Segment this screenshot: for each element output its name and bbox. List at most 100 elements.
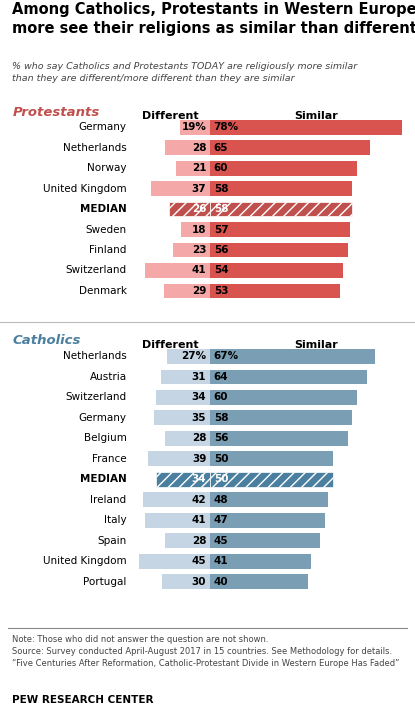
- Text: 57: 57: [214, 225, 228, 235]
- FancyBboxPatch shape: [210, 222, 350, 237]
- FancyBboxPatch shape: [145, 513, 210, 528]
- Text: 40: 40: [214, 576, 228, 586]
- Text: 37: 37: [192, 184, 206, 194]
- Text: 27%: 27%: [181, 352, 206, 362]
- FancyBboxPatch shape: [180, 120, 210, 134]
- Text: 28: 28: [192, 433, 206, 443]
- Text: 42: 42: [192, 495, 206, 505]
- FancyBboxPatch shape: [210, 370, 367, 384]
- Text: 50: 50: [214, 474, 228, 484]
- FancyBboxPatch shape: [154, 410, 210, 425]
- Text: 23: 23: [192, 245, 206, 255]
- Text: 41: 41: [192, 265, 206, 275]
- Text: 45: 45: [192, 556, 206, 566]
- Text: 48: 48: [214, 495, 228, 505]
- FancyBboxPatch shape: [181, 222, 210, 237]
- Text: 50: 50: [214, 454, 228, 464]
- Text: Germany: Germany: [78, 413, 127, 423]
- Text: 21: 21: [192, 163, 206, 173]
- Text: Denmark: Denmark: [78, 286, 127, 296]
- Text: Catholics: Catholics: [12, 334, 81, 347]
- Text: MEDIAN: MEDIAN: [80, 204, 127, 214]
- FancyBboxPatch shape: [173, 242, 210, 257]
- FancyBboxPatch shape: [210, 263, 343, 278]
- Text: 56: 56: [214, 433, 228, 443]
- Text: 41: 41: [214, 556, 228, 566]
- FancyBboxPatch shape: [156, 472, 210, 487]
- Text: 64: 64: [214, 372, 228, 382]
- Text: Portugal: Portugal: [83, 576, 127, 586]
- FancyBboxPatch shape: [210, 161, 357, 175]
- FancyBboxPatch shape: [166, 533, 210, 548]
- FancyBboxPatch shape: [145, 263, 210, 278]
- Text: 58: 58: [214, 184, 228, 194]
- FancyBboxPatch shape: [168, 202, 210, 217]
- FancyBboxPatch shape: [210, 140, 370, 155]
- Text: 47: 47: [214, 516, 229, 526]
- Text: Belgium: Belgium: [84, 433, 127, 443]
- FancyBboxPatch shape: [148, 451, 210, 466]
- FancyBboxPatch shape: [143, 493, 210, 507]
- Text: 56: 56: [214, 245, 228, 255]
- FancyBboxPatch shape: [210, 181, 352, 196]
- Text: Netherlands: Netherlands: [63, 352, 127, 362]
- Text: United Kingdom: United Kingdom: [43, 184, 127, 194]
- Text: Norway: Norway: [87, 163, 127, 173]
- FancyBboxPatch shape: [210, 284, 340, 298]
- Text: Ireland: Ireland: [90, 495, 127, 505]
- FancyBboxPatch shape: [210, 472, 333, 487]
- Text: Note: Those who did not answer the question are not shown.
Source: Survey conduc: Note: Those who did not answer the quest…: [12, 635, 400, 668]
- Text: 19%: 19%: [181, 122, 206, 132]
- Text: Different: Different: [142, 340, 198, 350]
- Text: Austria: Austria: [90, 372, 127, 382]
- Text: Protestants: Protestants: [12, 106, 100, 119]
- FancyBboxPatch shape: [210, 513, 325, 528]
- Text: France: France: [92, 454, 127, 464]
- Text: 34: 34: [192, 393, 206, 403]
- FancyBboxPatch shape: [210, 431, 347, 445]
- Text: United Kingdom: United Kingdom: [43, 556, 127, 566]
- FancyBboxPatch shape: [139, 554, 210, 568]
- FancyBboxPatch shape: [166, 431, 210, 445]
- Text: 28: 28: [192, 536, 206, 546]
- FancyBboxPatch shape: [161, 370, 210, 384]
- Text: 41: 41: [192, 516, 206, 526]
- Text: Finland: Finland: [89, 245, 127, 255]
- FancyBboxPatch shape: [210, 120, 402, 134]
- FancyBboxPatch shape: [162, 574, 210, 589]
- Text: Germany: Germany: [78, 122, 127, 132]
- Text: 58: 58: [214, 204, 228, 214]
- FancyBboxPatch shape: [210, 410, 352, 425]
- Text: % who say Catholics and Protestants TODAY are religiously more similar
than they: % who say Catholics and Protestants TODA…: [12, 62, 358, 83]
- FancyBboxPatch shape: [210, 533, 320, 548]
- Text: Similar: Similar: [295, 111, 338, 121]
- Text: 39: 39: [192, 454, 206, 464]
- FancyBboxPatch shape: [176, 161, 210, 175]
- Text: 60: 60: [214, 393, 228, 403]
- Text: Netherlands: Netherlands: [63, 143, 127, 153]
- Text: 35: 35: [192, 413, 206, 423]
- Text: Sweden: Sweden: [85, 225, 127, 235]
- FancyBboxPatch shape: [210, 242, 347, 257]
- Text: 30: 30: [192, 576, 206, 586]
- FancyBboxPatch shape: [166, 140, 210, 155]
- Text: 60: 60: [214, 163, 228, 173]
- FancyBboxPatch shape: [210, 349, 375, 364]
- Text: 18: 18: [192, 225, 206, 235]
- FancyBboxPatch shape: [156, 390, 210, 405]
- Text: Switzerland: Switzerland: [66, 265, 127, 275]
- Text: Switzerland: Switzerland: [66, 393, 127, 403]
- FancyBboxPatch shape: [210, 493, 328, 507]
- Text: 31: 31: [192, 372, 206, 382]
- Text: 29: 29: [192, 286, 206, 296]
- FancyBboxPatch shape: [167, 349, 210, 364]
- Text: 26: 26: [192, 204, 206, 214]
- Text: 65: 65: [214, 143, 228, 153]
- FancyBboxPatch shape: [210, 202, 352, 217]
- Text: Different: Different: [142, 111, 198, 121]
- FancyBboxPatch shape: [210, 451, 333, 466]
- Text: 45: 45: [214, 536, 228, 546]
- Text: 58: 58: [214, 413, 228, 423]
- FancyBboxPatch shape: [151, 181, 210, 196]
- Text: Spain: Spain: [98, 536, 127, 546]
